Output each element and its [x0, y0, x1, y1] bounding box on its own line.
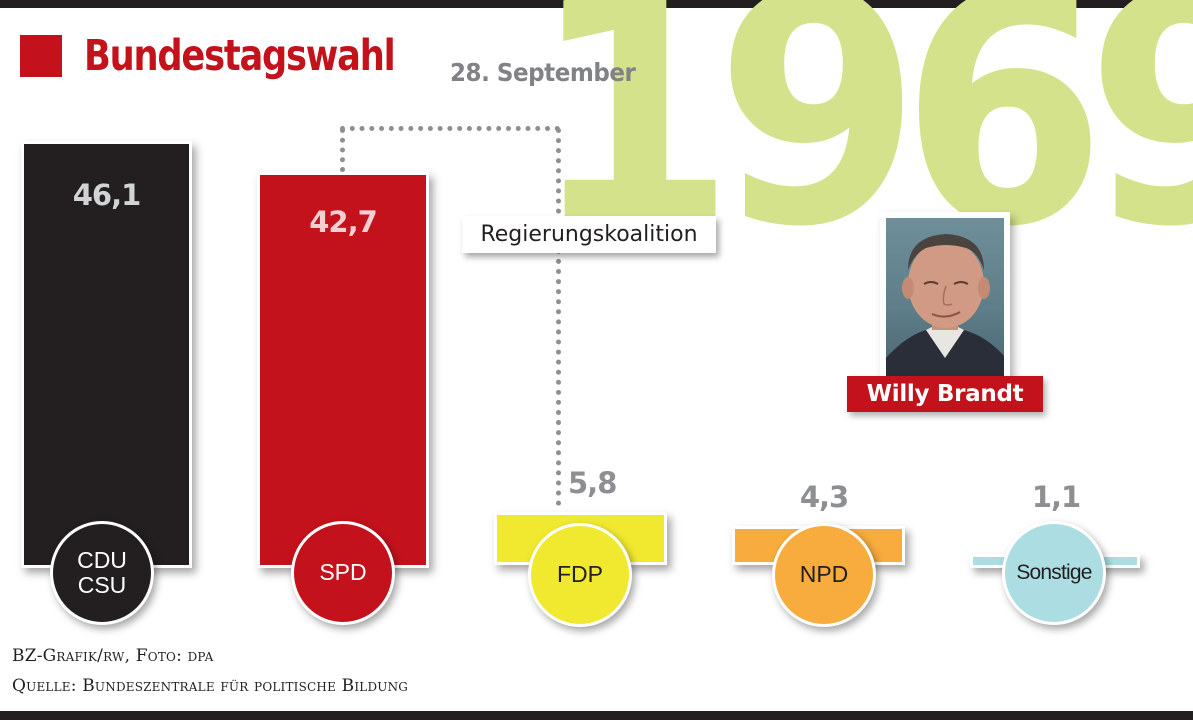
- party-label: NPD: [799, 561, 849, 588]
- bar-cdu-csu: 46,1: [21, 141, 192, 568]
- value-spd: 42,7: [309, 205, 378, 239]
- chancellor-name-label: Willy Brandt: [847, 376, 1043, 412]
- data-source: Quelle: Bundeszentrale für politische Bi…: [12, 676, 409, 696]
- top-border: [0, 0, 1193, 8]
- title-marker-square: [20, 35, 62, 77]
- bar-spd: 42,7: [257, 172, 429, 568]
- coalition-label: Regierungskoalition: [462, 216, 716, 253]
- election-date: 28. September: [450, 58, 636, 87]
- value-fdp: 5,8: [568, 466, 617, 500]
- coalition-connector-top: [340, 126, 560, 131]
- party-badge-cdu-csu: CDU CSU: [50, 521, 154, 625]
- bottom-border: [0, 711, 1193, 720]
- portrait-photo-icon: [886, 218, 1004, 376]
- coalition-connector-spd: [340, 128, 345, 172]
- party-label-line2: CSU: [77, 572, 127, 598]
- value-cdu-csu: 46,1: [72, 178, 142, 212]
- party-badge-sonstige: Sonstige: [1002, 521, 1106, 625]
- graphic-credit: BZ-Grafik/rw, Foto: dpa: [12, 646, 214, 666]
- coalition-connector-fdp: [556, 128, 561, 506]
- chancellor-photo-frame: [880, 212, 1010, 382]
- party-badge-npd: NPD: [772, 523, 876, 627]
- party-badge-spd: SPD: [291, 521, 395, 625]
- chart-title: Bundestagswahl: [84, 31, 396, 81]
- party-badge-fdp: FDP: [528, 523, 632, 627]
- party-label-line1: CDU: [77, 546, 127, 573]
- value-npd: 4,3: [799, 480, 849, 514]
- party-label: Sonstige: [1016, 561, 1092, 585]
- party-label: FDP: [557, 561, 603, 588]
- value-sonstige: 1,1: [1031, 480, 1081, 514]
- party-label: SPD: [319, 559, 367, 586]
